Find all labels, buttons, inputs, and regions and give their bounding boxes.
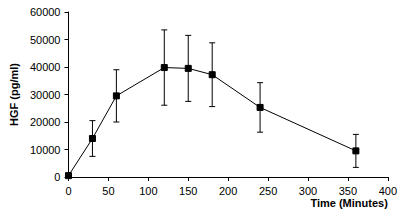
svg-text:0: 0: [65, 185, 71, 197]
svg-text:40000: 40000: [30, 61, 61, 73]
svg-text:350: 350: [339, 185, 357, 197]
svg-text:HGF (pg/ml): HGF (pg/ml): [8, 63, 20, 126]
svg-text:Time (Minutes): Time (Minutes): [310, 197, 388, 209]
svg-text:10000: 10000: [30, 144, 61, 156]
svg-text:50: 50: [102, 185, 114, 197]
svg-text:0: 0: [54, 171, 60, 183]
svg-text:50000: 50000: [30, 34, 61, 46]
svg-text:150: 150: [179, 185, 197, 197]
svg-text:200: 200: [219, 185, 237, 197]
svg-text:250: 250: [259, 185, 277, 197]
svg-text:400: 400: [379, 185, 397, 197]
svg-text:100: 100: [139, 185, 157, 197]
svg-text:30000: 30000: [30, 89, 61, 101]
svg-text:60000: 60000: [30, 6, 61, 18]
svg-text:300: 300: [299, 185, 317, 197]
svg-text:20000: 20000: [30, 116, 61, 128]
